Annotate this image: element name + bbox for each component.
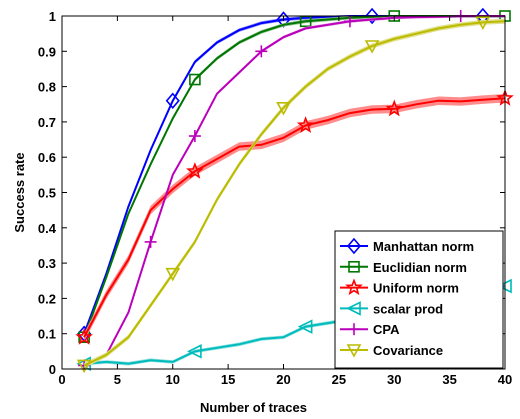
y-tick-label: 1 (49, 9, 56, 24)
y-tick-label: 0.1 (38, 327, 56, 342)
data-point-marker (188, 130, 201, 143)
legend-label: CPA (373, 322, 400, 337)
x-tick-label: 40 (498, 372, 512, 387)
data-point-marker (297, 319, 313, 334)
y-tick-label: 0.2 (38, 291, 56, 306)
y-tick-label: 0.9 (38, 44, 56, 59)
legend-marker (346, 301, 361, 316)
series-line (83, 20, 506, 367)
legend-marker (346, 237, 362, 255)
legend-entry: Uniform norm (340, 278, 459, 296)
y-axis-label: Success rate (12, 152, 27, 232)
data-point-marker (187, 344, 202, 359)
data-point-marker (296, 116, 315, 133)
legend-marker (346, 344, 362, 358)
x-tick-label: 5 (114, 372, 121, 387)
x-tick-label: 25 (332, 372, 346, 387)
data-point-marker (385, 99, 403, 117)
y-tick-label: 0.8 (38, 80, 56, 95)
x-tick-label: 35 (442, 372, 456, 387)
legend-marker (348, 260, 360, 273)
y-tick-label: 0.7 (38, 115, 56, 130)
series-line (83, 97, 506, 338)
y-tick-label: 0.4 (38, 221, 57, 236)
legend-entry: scalar prod (340, 301, 443, 316)
x-tick-label: 0 (58, 372, 65, 387)
legend-entry: Euclidian norm (340, 260, 467, 275)
data-point-marker (165, 267, 181, 282)
data-point-marker (255, 45, 268, 58)
y-tick-label: 0.5 (38, 186, 56, 201)
x-axis-label: Number of traces (200, 400, 307, 415)
data-point-marker (186, 162, 204, 179)
data-point-marker (365, 7, 380, 25)
series-uniform-norm (75, 89, 514, 345)
x-tick-label: 10 (166, 372, 180, 387)
x-tick-label: 20 (276, 372, 290, 387)
data-point-marker (165, 92, 180, 109)
legend-entry: Manhattan norm (340, 237, 474, 255)
axes-layer: 0 5 10 15 20 25 30 35 40 0 0.1 0.2 0.3 0.4 0.5 0.6 0.7 0.… (38, 9, 512, 387)
legend-label: Uniform norm (373, 281, 459, 296)
legend-label: Euclidian norm (373, 260, 467, 275)
data-point-marker (276, 101, 291, 116)
data-point-marker (475, 16, 491, 31)
x-tick-label: 30 (387, 372, 401, 387)
series-line (83, 15, 505, 367)
data-point-marker (343, 15, 356, 28)
series-covariance (76, 16, 506, 374)
legend-label: scalar prod (373, 301, 443, 316)
data-point-marker (76, 359, 92, 374)
y-tick-label: 0 (49, 362, 56, 377)
legend-label: Manhattan norm (373, 239, 474, 254)
data-point-marker (75, 327, 93, 345)
x-tick-label: 15 (221, 372, 235, 387)
data-point-marker (189, 73, 201, 86)
legend-box (334, 230, 504, 369)
data-point-marker (364, 40, 380, 54)
legend-entry: CPA (340, 322, 400, 337)
legend-marker (348, 323, 360, 336)
legend-marker (345, 278, 363, 296)
data-point-marker (144, 235, 157, 248)
legend-label: Covariance (373, 343, 443, 358)
legend-entry: Covariance (340, 343, 443, 358)
legend: Manhattan norm Euclidian norm Uniform norm… (334, 230, 504, 369)
y-tick-label: 0.6 (38, 150, 56, 165)
y-tick-label: 0.3 (38, 256, 56, 271)
